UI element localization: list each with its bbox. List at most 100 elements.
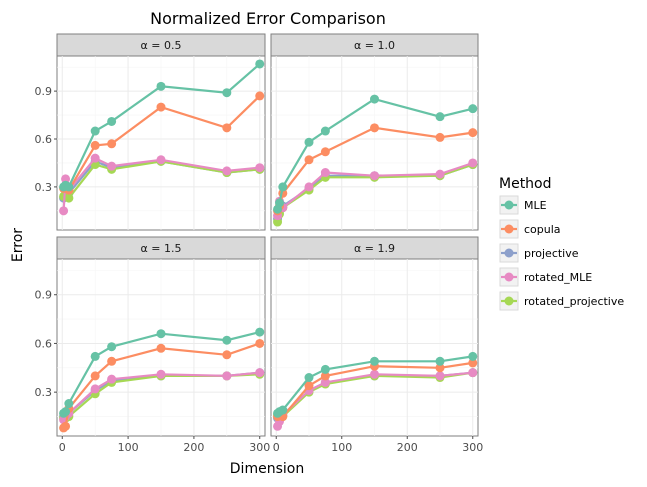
y-axis-title: Error <box>10 228 26 262</box>
data-point-copula <box>370 123 379 133</box>
legend-item: copula <box>499 219 561 239</box>
data-point-copula <box>468 358 478 368</box>
x-tick-label: 200 <box>183 441 204 454</box>
y-tick-label: 0.9 <box>35 85 53 98</box>
data-point-copula <box>304 381 314 391</box>
data-point-copula <box>156 343 166 353</box>
legend-label: MLE <box>524 199 547 212</box>
data-point-MLE <box>222 88 232 98</box>
facet-panel: α = 1.5 0.3 0.6 0.9 0 100 200 300 <box>35 236 270 454</box>
data-point-MLE <box>468 104 478 114</box>
x-tick-label: 300 <box>462 441 483 454</box>
data-point-rotated-MLE <box>304 182 314 192</box>
data-point-rotated-MLE <box>90 153 100 163</box>
y-tick-label: 0.9 <box>35 289 53 302</box>
facet-panel: α = 0.5 0.3 0.6 0.9 <box>35 33 266 231</box>
data-point-MLE <box>275 198 285 208</box>
data-point-MLE <box>304 137 314 147</box>
x-tick-label: 300 <box>249 441 270 454</box>
facet-panel: α = 1.9 0 100 200 300 <box>270 236 483 454</box>
data-point-copula <box>107 356 117 366</box>
y-tick-label: 0.6 <box>35 133 53 146</box>
facet-strip-label: α = 1.0 <box>354 39 395 52</box>
legend-label: copula <box>524 223 561 236</box>
y-tick-label: 0.3 <box>35 181 53 194</box>
x-tick-label: 200 <box>397 441 418 454</box>
data-point-rotated-MLE <box>255 368 265 378</box>
data-point-copula <box>61 421 71 431</box>
data-point-rotated-MLE <box>156 369 166 379</box>
data-point-rotated-MLE <box>435 371 445 381</box>
data-point-rotated-MLE <box>107 161 117 171</box>
legend-item: rotated_MLE <box>499 267 592 287</box>
data-point-MLE <box>156 81 166 91</box>
data-point-rotated-MLE <box>61 174 71 184</box>
data-point-rotated-projective <box>273 217 283 227</box>
legend-key-point <box>504 224 514 234</box>
data-point-MLE <box>156 329 166 339</box>
legend-label: rotated_MLE <box>524 271 592 284</box>
data-point-copula <box>90 371 100 381</box>
x-tick-label: 100 <box>118 441 139 454</box>
x-tick-label: 0 <box>59 441 66 454</box>
data-point-MLE <box>370 356 379 366</box>
data-point-copula <box>222 350 232 360</box>
data-point-copula <box>156 102 166 112</box>
legend: Method MLE copula projective rotated_MLErot… <box>499 176 624 311</box>
x-tick-label: 100 <box>331 441 352 454</box>
data-point-MLE <box>255 327 265 337</box>
facet-strip-label: α = 1.5 <box>141 242 182 255</box>
data-point-MLE <box>255 59 265 69</box>
y-tick-label: 0.6 <box>35 337 53 350</box>
data-point-MLE <box>435 112 445 122</box>
data-point-copula <box>107 139 117 149</box>
data-point-rotated-MLE <box>320 377 330 387</box>
data-point-MLE <box>278 405 288 415</box>
data-point-copula <box>255 338 265 348</box>
data-point-MLE <box>320 126 330 136</box>
data-point-rotated-MLE <box>435 169 445 179</box>
data-point-MLE <box>90 351 100 361</box>
facet-strip-label: α = 0.5 <box>141 39 182 52</box>
data-point-MLE <box>90 126 100 136</box>
legend-key-point <box>504 296 514 306</box>
data-point-rotated-MLE <box>370 171 379 181</box>
data-point-rotated-MLE <box>468 158 478 168</box>
legend-item: rotated_projective <box>499 291 624 311</box>
legend-title: Method <box>499 176 552 192</box>
data-point-copula <box>320 147 330 157</box>
data-point-MLE <box>64 399 74 409</box>
data-point-rotated-MLE <box>59 206 69 216</box>
data-point-MLE <box>435 356 445 366</box>
data-point-copula <box>222 123 232 133</box>
data-point-rotated-MLE <box>255 163 265 173</box>
data-point-MLE <box>64 182 74 192</box>
data-point-MLE <box>278 182 288 192</box>
data-point-rotated-MLE <box>320 168 330 178</box>
facet-panel: α = 1.0 <box>270 33 479 231</box>
chart-title: Normalized Error Comparison <box>150 9 386 28</box>
data-point-rotated-MLE <box>90 384 100 394</box>
legend-key-point <box>504 200 514 210</box>
data-point-rotated-projective <box>64 193 74 203</box>
data-point-copula <box>90 140 100 150</box>
facet-strip-label: α = 1.9 <box>354 242 395 255</box>
data-point-MLE <box>320 364 330 374</box>
data-point-rotated-MLE <box>222 371 232 381</box>
data-point-MLE <box>107 342 117 352</box>
data-point-MLE <box>370 94 379 104</box>
data-point-copula <box>468 128 478 138</box>
legend-key-point <box>504 248 514 258</box>
data-point-copula <box>435 132 445 142</box>
data-point-MLE <box>304 373 314 383</box>
data-point-rotated-MLE <box>468 368 478 378</box>
legend-item: MLE <box>499 195 547 215</box>
x-axis-title: Dimension <box>230 461 304 477</box>
data-point-copula <box>255 91 265 101</box>
legend-label: rotated_projective <box>524 295 624 308</box>
data-point-MLE <box>468 351 478 361</box>
facet-panels: α = 0.5 0.3 0.6 0.9 α = 1.0 α = 1.5 0.3 0.6 0.9 0… <box>35 33 483 454</box>
y-tick-label: 0.3 <box>35 386 53 399</box>
legend-key-point <box>504 272 514 282</box>
